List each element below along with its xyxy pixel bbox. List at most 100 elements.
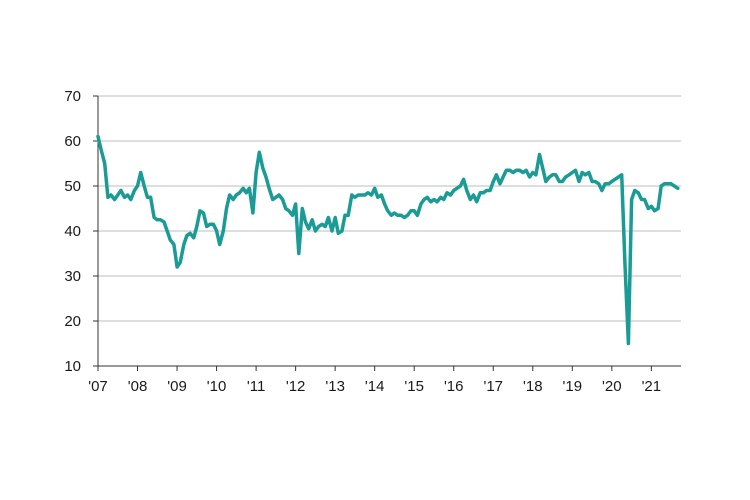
data-point: [466, 189, 468, 192]
data-point: [525, 169, 527, 172]
data-point: [528, 176, 531, 178]
data-point: [604, 183, 606, 185]
data-point: [554, 174, 557, 176]
x-tick-label: '14: [365, 378, 385, 395]
data-point: [406, 214, 409, 217]
gridlines: [98, 95, 681, 322]
data-point: [189, 232, 191, 235]
data-point: [492, 180, 495, 183]
data-point: [413, 210, 416, 212]
x-tick-label: '15: [404, 378, 424, 395]
data-point: [436, 201, 438, 203]
data-point: [278, 194, 280, 196]
x-tick-label: '08: [128, 378, 148, 395]
data-point: [120, 189, 122, 192]
data-point: [522, 171, 524, 174]
data-point: [400, 214, 403, 217]
y-tick-label: 10: [64, 358, 81, 375]
data-point: [275, 196, 277, 199]
data-point: [242, 187, 244, 190]
data-point: [650, 205, 653, 208]
data-point: [265, 176, 267, 178]
y-tick-label: 50: [64, 178, 81, 195]
data-point: [499, 183, 501, 185]
data-point: [439, 196, 442, 199]
data-point: [317, 225, 320, 228]
data-point: [426, 196, 429, 199]
data-point: [324, 225, 327, 228]
data-point: [373, 187, 376, 190]
data-point: [228, 194, 231, 196]
data-point: [284, 207, 287, 210]
data-point: [430, 201, 432, 203]
data-point: [535, 174, 537, 176]
data-point: [110, 194, 112, 196]
data-point: [334, 216, 337, 219]
data-point: [351, 194, 353, 196]
data-point: [307, 228, 310, 230]
data-point: [462, 178, 465, 181]
data-point: [578, 180, 580, 183]
x-tick-label: '07: [88, 378, 108, 395]
x-tick-label: '16: [444, 378, 464, 395]
data-point: [617, 176, 620, 178]
data-point: [97, 135, 99, 138]
data-point: [548, 176, 551, 178]
data-point: [571, 171, 574, 174]
data-point: [634, 189, 636, 192]
data-point: [107, 196, 109, 199]
data-point: [262, 167, 264, 169]
data-point: [331, 230, 333, 232]
data-point: [495, 174, 498, 176]
data-point: [393, 212, 396, 214]
data-point: [159, 219, 162, 221]
data-point: [291, 214, 294, 217]
data-point: [212, 223, 215, 226]
data-point: [643, 198, 646, 201]
x-tick-labels: '07 '08 '09 '10 '11 '12 '13 '14 '15 '16 '17 '18 '19 '…: [88, 378, 661, 395]
data-point: [149, 196, 152, 199]
data-point: [640, 198, 643, 201]
data-point: [479, 192, 482, 194]
data-point: [561, 180, 564, 183]
data-point: [449, 194, 452, 196]
data-point: [588, 171, 590, 174]
data-point: [255, 171, 257, 174]
data-point: [298, 252, 300, 255]
y-tick-label: 40: [64, 223, 81, 240]
data-point: [268, 187, 270, 190]
data-point: [541, 167, 544, 169]
data-point: [344, 214, 346, 217]
data-point: [100, 149, 102, 151]
data-point: [205, 225, 208, 228]
data-point: [143, 185, 145, 187]
data-point: [545, 180, 547, 183]
data-point: [512, 171, 514, 174]
data-point: [186, 234, 188, 237]
x-tick-label: '21: [642, 378, 662, 395]
data-point: [630, 198, 633, 201]
data-point: [551, 174, 554, 176]
data-point: [386, 210, 389, 212]
data-point: [581, 171, 583, 174]
data-point: [515, 169, 517, 172]
data-point: [416, 214, 419, 217]
data-point: [677, 187, 679, 190]
data-point: [341, 230, 343, 232]
data-point: [502, 176, 504, 178]
data-point: [354, 196, 356, 199]
data-point: [218, 243, 221, 246]
x-tick-label: '09: [167, 378, 187, 395]
data-point: [591, 180, 593, 183]
data-point: [653, 210, 656, 212]
data-point: [433, 198, 435, 201]
data-point: [337, 232, 340, 235]
axes: [93, 95, 681, 371]
data-point: [103, 162, 106, 165]
series-line-0: [96, 134, 680, 346]
data-point: [403, 216, 406, 219]
y-tick-label: 70: [64, 88, 81, 105]
data-point: [390, 214, 393, 217]
data-point: [370, 194, 373, 196]
